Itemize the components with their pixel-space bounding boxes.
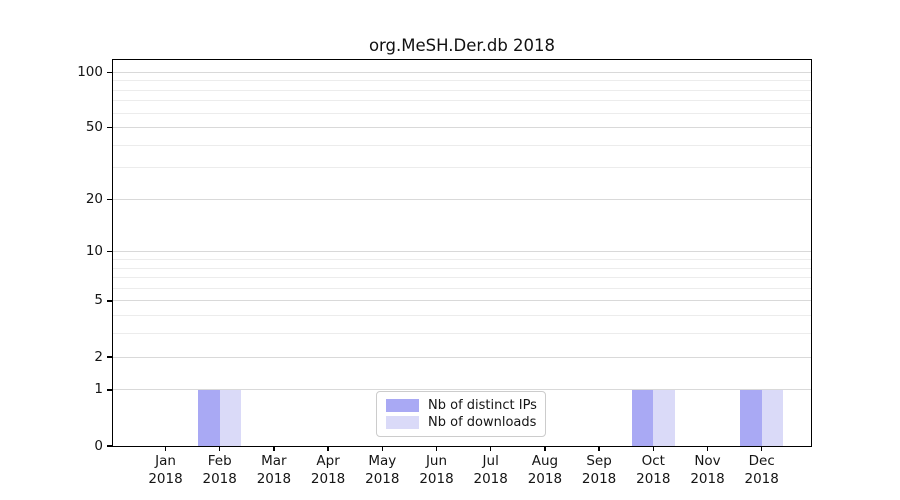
minor-gridline-40 xyxy=(113,144,811,146)
minor-gridline-80 xyxy=(113,89,811,91)
y-tick-10 xyxy=(107,251,112,253)
x-tick-label-nov: Nov 2018 xyxy=(678,452,738,488)
x-tick-month: Nov xyxy=(694,453,721,469)
x-tick-label-apr: Apr 2018 xyxy=(298,452,358,488)
legend-item-distinct-ips: Nb of distinct IPs xyxy=(386,397,537,413)
x-tick-month: Feb xyxy=(207,453,232,469)
bar-feb-downloads xyxy=(219,389,242,446)
y-tick-label-0: 0 xyxy=(94,437,103,454)
legend-swatch-distinct-ips xyxy=(386,398,419,412)
y-tick-0 xyxy=(107,445,112,447)
minor-gridline-70 xyxy=(113,100,811,102)
y-tick-20 xyxy=(107,198,112,201)
x-tick-dec xyxy=(761,447,763,451)
y-tick-2 xyxy=(107,356,112,358)
legend-swatch-downloads xyxy=(386,416,419,430)
legend-label-distinct-ips: Nb of distinct IPs xyxy=(428,397,537,413)
y-tick-label-1: 1 xyxy=(94,381,103,398)
bar-dec-distinct-ips xyxy=(740,389,762,446)
minor-gridline-7 xyxy=(113,277,811,279)
legend-label-downloads: Nb of downloads xyxy=(428,415,537,431)
x-tick-month: May xyxy=(368,453,397,469)
y-tick-50 xyxy=(107,126,112,129)
x-tick-jul xyxy=(490,447,492,451)
x-tick-label-oct: Oct 2018 xyxy=(623,452,683,488)
bar-oct-distinct-ips xyxy=(631,389,654,446)
minor-gridline-6 xyxy=(113,287,811,289)
x-tick-year: 2018 xyxy=(527,471,563,487)
x-tick-year: 2018 xyxy=(202,471,237,487)
major-gridline-5 xyxy=(113,300,811,302)
y-tick-label-100: 100 xyxy=(77,63,103,80)
x-tick-year: 2018 xyxy=(419,471,454,487)
minor-gridline-4 xyxy=(113,315,811,317)
x-tick-oct xyxy=(652,447,654,451)
x-tick-label-jan: Jan 2018 xyxy=(136,452,196,488)
x-tick-year: 2018 xyxy=(744,471,779,487)
x-tick-month: Aug xyxy=(531,453,559,469)
x-tick-month: Jul xyxy=(482,453,499,469)
bar-feb-distinct-ips xyxy=(198,389,220,446)
x-tick-label-aug: Aug 2018 xyxy=(515,452,575,488)
x-tick-aug xyxy=(544,447,546,451)
minor-gridline-90 xyxy=(113,80,811,82)
x-tick-mar xyxy=(273,447,275,451)
x-tick-month: Oct xyxy=(641,453,665,469)
x-tick-year: 2018 xyxy=(473,471,508,487)
major-gridline-50 xyxy=(113,127,811,129)
chart-title: org.MeSH.Der.db 2018 xyxy=(368,36,556,55)
x-tick-sep xyxy=(598,447,600,451)
x-tick-month: Jan xyxy=(155,453,176,469)
major-gridline-10 xyxy=(113,251,811,253)
y-tick-label-2: 2 xyxy=(94,348,103,365)
y-tick-label-5: 5 xyxy=(94,292,103,309)
x-tick-label-jul: Jul 2018 xyxy=(461,452,521,488)
plot-area: Nb of distinct IPs Nb of downloads xyxy=(112,59,812,447)
x-tick-year: 2018 xyxy=(636,471,671,487)
x-tick-label-mar: Mar 2018 xyxy=(244,452,304,488)
minor-gridline-60 xyxy=(113,112,811,114)
x-tick-label-sep: Sep 2018 xyxy=(569,452,629,488)
bar-dec-downloads xyxy=(761,389,784,446)
x-tick-month: Mar xyxy=(261,453,287,469)
x-tick-month: Jun xyxy=(425,453,448,469)
x-tick-month: Dec xyxy=(748,453,775,469)
major-gridline-2 xyxy=(113,356,811,358)
major-gridline-20 xyxy=(113,198,811,200)
legend: Nb of distinct IPs Nb of downloads xyxy=(376,391,546,437)
x-tick-year: 2018 xyxy=(365,471,400,487)
x-tick-year: 2018 xyxy=(581,471,617,487)
x-tick-label-jun: Jun 2018 xyxy=(407,452,467,488)
y-tick-label-10: 10 xyxy=(85,243,103,260)
legend-item-downloads: Nb of downloads xyxy=(386,415,536,430)
minor-gridline-9 xyxy=(113,258,811,260)
y-tick-5 xyxy=(107,300,112,302)
x-tick-nov xyxy=(706,447,709,451)
x-tick-jan xyxy=(164,447,167,451)
y-tick-100 xyxy=(107,71,112,73)
x-tick-month: Apr xyxy=(316,453,340,469)
minor-gridline-30 xyxy=(113,167,811,169)
x-tick-month: Sep xyxy=(586,453,612,469)
x-tick-may xyxy=(381,447,383,451)
x-tick-label-dec: Dec 2018 xyxy=(732,452,792,488)
y-tick-1 xyxy=(107,389,112,391)
x-tick-label-feb: Feb 2018 xyxy=(190,452,250,488)
x-tick-jun xyxy=(435,447,438,451)
x-tick-year: 2018 xyxy=(148,471,183,487)
y-tick-label-20: 20 xyxy=(85,190,103,207)
x-tick-label-may: May 2018 xyxy=(352,452,412,488)
minor-gridline-3 xyxy=(113,333,811,335)
bar-oct-downloads xyxy=(653,389,675,446)
x-tick-year: 2018 xyxy=(256,471,292,487)
major-gridline-1 xyxy=(113,389,811,391)
x-tick-year: 2018 xyxy=(690,471,725,487)
major-gridline-100 xyxy=(113,71,811,73)
y-tick-label-50: 50 xyxy=(85,119,103,136)
x-tick-feb xyxy=(219,447,221,451)
x-tick-apr xyxy=(327,447,329,451)
minor-gridline-8 xyxy=(113,267,811,269)
x-tick-year: 2018 xyxy=(310,471,346,487)
